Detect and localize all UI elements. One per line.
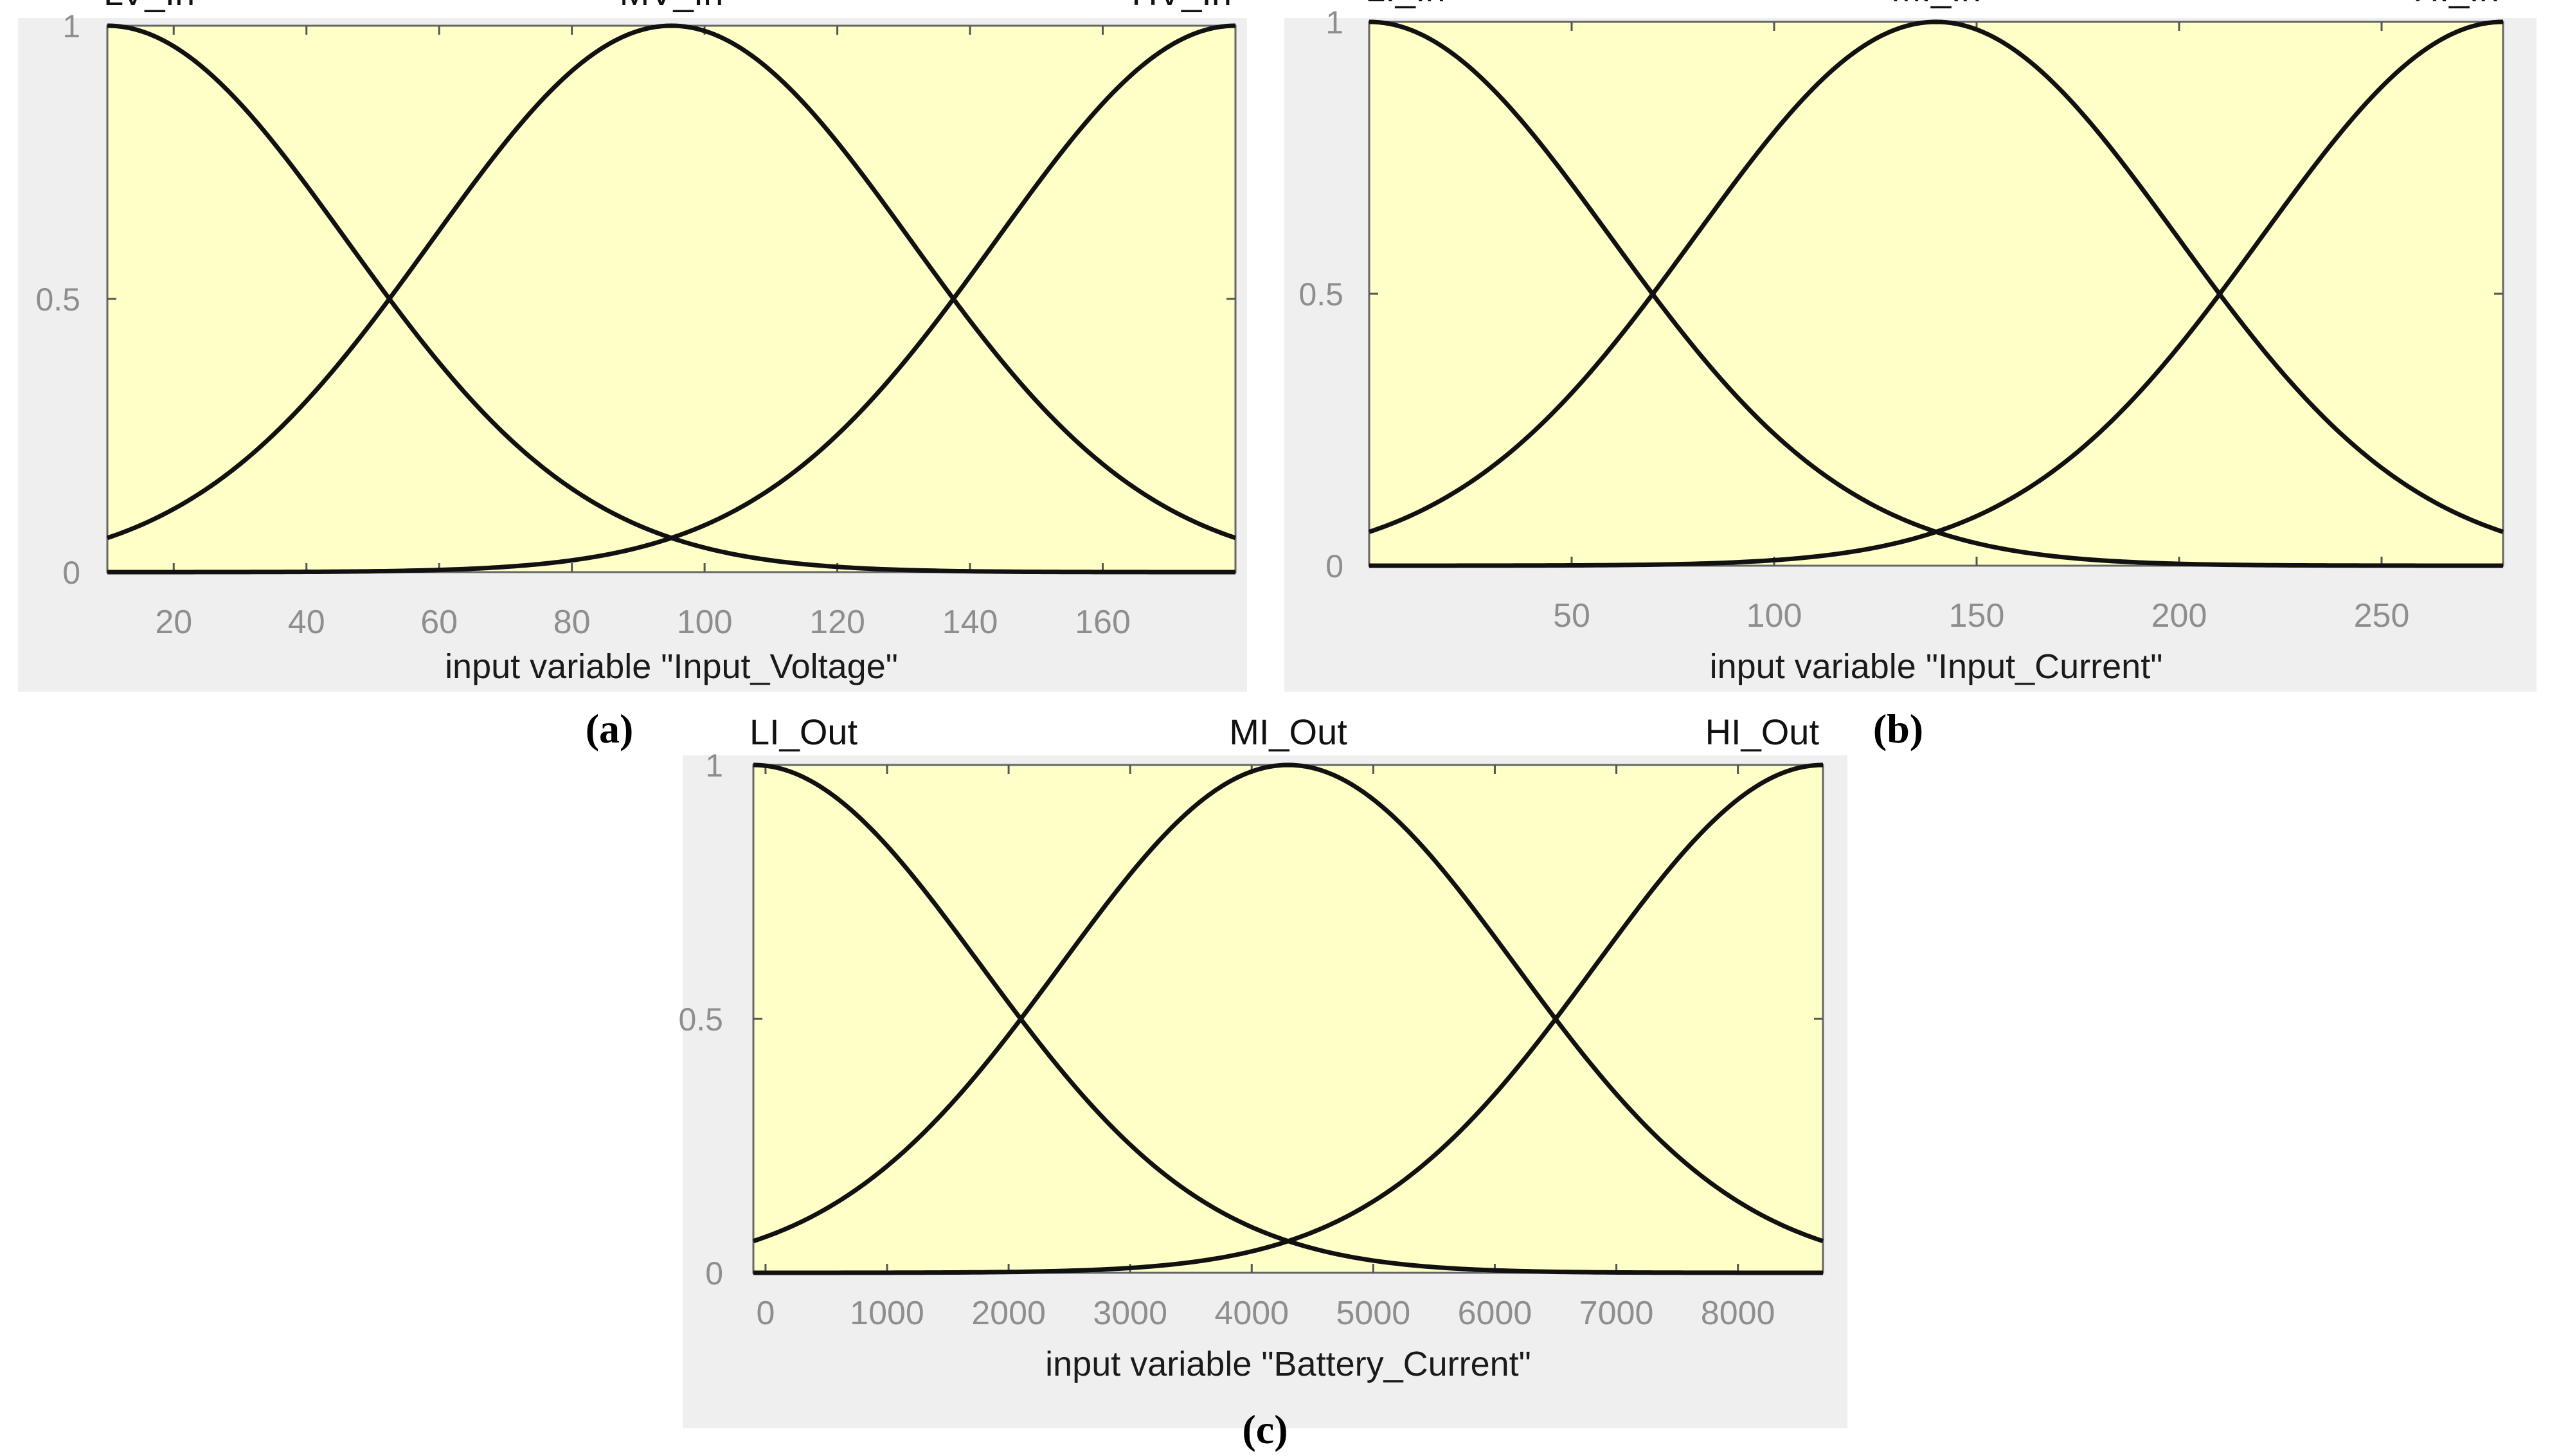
series-label-HI_In: HI_In — [2413, 0, 2499, 9]
x-tick-label: 250 — [2354, 597, 2410, 634]
x-tick-label: 100 — [1746, 597, 1802, 634]
x-tick-label: 60 — [420, 604, 458, 641]
chart-panel-line-3: 0 0.5 1 0 1000 2000 3000 4000 5000 6000 7000 8000 LI… — [678, 712, 1847, 1452]
series-line-MV_In — [106, 23, 1237, 541]
y-tick-label: 1 — [1325, 4, 1343, 40]
x-tick-label: 7000 — [1579, 1295, 1654, 1332]
plot-area — [1368, 21, 2504, 567]
series-line-MI_In — [1368, 19, 2504, 534]
x-tick-label: 160 — [1075, 604, 1131, 641]
x-tick-label: 50 — [1553, 597, 1590, 634]
y-tick-label: 0 — [705, 1255, 723, 1291]
x-tick-label: 1000 — [850, 1295, 924, 1332]
series-line-HV_In — [107, 23, 1236, 575]
x-tick-label: 150 — [1949, 597, 2005, 634]
series-label-LI_Out: LI_Out — [750, 712, 858, 752]
series-line-HI_Out — [753, 762, 1824, 1275]
series-label-LI_In: LI_In — [1365, 0, 1446, 9]
y-tick-label: 1 — [705, 748, 723, 784]
series-label-MV_In: MV_In — [620, 0, 724, 13]
x-tick-label: 3000 — [1093, 1295, 1167, 1332]
x-tick-label: 8000 — [1701, 1295, 1775, 1332]
series-label-MI_In: MI_In — [1891, 0, 1981, 9]
y-tick-label: 1 — [62, 8, 80, 44]
x-tick-label: 120 — [809, 604, 865, 641]
x-tick-label: 6000 — [1458, 1295, 1532, 1332]
x-axis-label: input variable "Input_Current" — [1710, 647, 2163, 686]
series-line-MI_Out — [752, 762, 1824, 1244]
series-label-LV_In: LV_In — [103, 0, 195, 13]
x-tick-label: 2000 — [971, 1295, 1046, 1332]
plot-area — [106, 24, 1237, 573]
plot-area — [752, 764, 1824, 1274]
x-axis-label: input variable "Battery_Current" — [1045, 1345, 1531, 1383]
chart-panel-line-1: 00.5120406080100120140160LV_InMV_InHV_In… — [18, 0, 1247, 751]
panel-caption: (a) — [586, 706, 634, 751]
chart-panel-line-2: 00.5150100150200250LI_InMI_InHI_Ininput … — [1284, 0, 2537, 751]
y-tick-label: 0 — [1325, 548, 1343, 584]
x-axis-label: input variable "Input_Voltage" — [445, 647, 898, 686]
panel-caption: (c) — [1242, 1407, 1288, 1452]
y-tick-label: 0.5 — [678, 1002, 723, 1038]
panel-caption: (b) — [1873, 706, 1923, 751]
x-tick-label: 40 — [288, 604, 325, 641]
x-tick-label: 200 — [2151, 597, 2207, 634]
x-tick-label: 20 — [155, 604, 192, 641]
x-tick-label: 80 — [553, 604, 591, 641]
series-line-HI_In — [1369, 19, 2504, 568]
x-tick-label: 100 — [677, 604, 733, 641]
y-tick-label: 0.5 — [35, 282, 80, 318]
x-tick-label: 0 — [756, 1295, 775, 1332]
series-label-MI_Out: MI_Out — [1229, 712, 1347, 752]
y-tick-label: 0.5 — [1298, 276, 1343, 312]
x-tick-label: 5000 — [1336, 1295, 1411, 1332]
series-label-HI_Out: HI_Out — [1705, 712, 1820, 752]
x-tick-label: 140 — [942, 604, 998, 641]
x-tick-label: 4000 — [1214, 1295, 1289, 1332]
y-tick-label: 0 — [62, 555, 80, 591]
series-label-HV_In: HV_In — [1131, 0, 1232, 13]
